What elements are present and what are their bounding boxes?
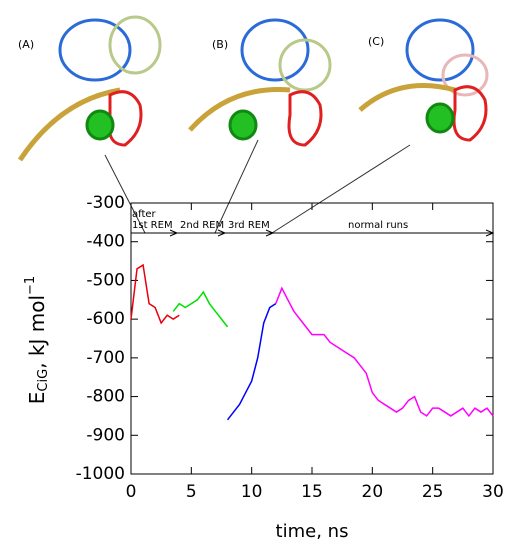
panel-label: (A) <box>18 38 34 51</box>
annotation: 3rd REM <box>228 220 270 231</box>
y-tick-label: -600 <box>86 309 125 329</box>
pointer-lines <box>104 139 411 234</box>
x-tick-label: 25 <box>422 482 444 502</box>
annotation: 2nd REM <box>180 220 224 231</box>
x-tick-label: 15 <box>301 482 323 502</box>
y-tick-label: -700 <box>86 348 125 368</box>
x-tick-label: 30 <box>482 482 504 502</box>
molecule-b <box>188 18 332 147</box>
molecule-a <box>17 15 162 162</box>
annotation: after <box>132 209 157 220</box>
x-axis-label: time, ns <box>276 521 349 542</box>
y-axis-label: ECiG, kJ mol−1 <box>23 276 51 404</box>
y-label-sub: CiG <box>36 369 51 392</box>
molecule-c <box>358 18 489 142</box>
x-tick-label: 10 <box>241 482 263 502</box>
series-line <box>172 290 229 328</box>
x-tick-label: 5 <box>186 482 197 502</box>
annotation: normal runs <box>348 220 408 231</box>
y-tick-label: -300 <box>86 193 125 213</box>
series-line <box>130 263 180 325</box>
panel-label: (B) <box>212 38 228 51</box>
plot-frame <box>130 202 494 475</box>
series-line <box>226 303 277 421</box>
y-tick-label: -1000 <box>76 464 125 484</box>
molecule-images: (A) (B) (C) <box>17 15 489 234</box>
y-tick-label: -400 <box>86 232 125 252</box>
y-tick-label: -900 <box>86 425 125 445</box>
y-label-main: E <box>25 392 49 405</box>
y-tick-label: -500 <box>86 270 125 290</box>
series-line <box>275 286 494 418</box>
arrows <box>131 229 495 237</box>
y-label-rest: , kJ mol <box>25 295 49 369</box>
x-tick-label: 0 <box>126 482 137 502</box>
annotation: 1st REM <box>132 220 173 231</box>
y-label-sup: −1 <box>23 276 38 295</box>
y-tick-label: -800 <box>86 387 125 407</box>
panel-label: (C) <box>368 35 384 48</box>
x-tick-label: 20 <box>362 482 384 502</box>
